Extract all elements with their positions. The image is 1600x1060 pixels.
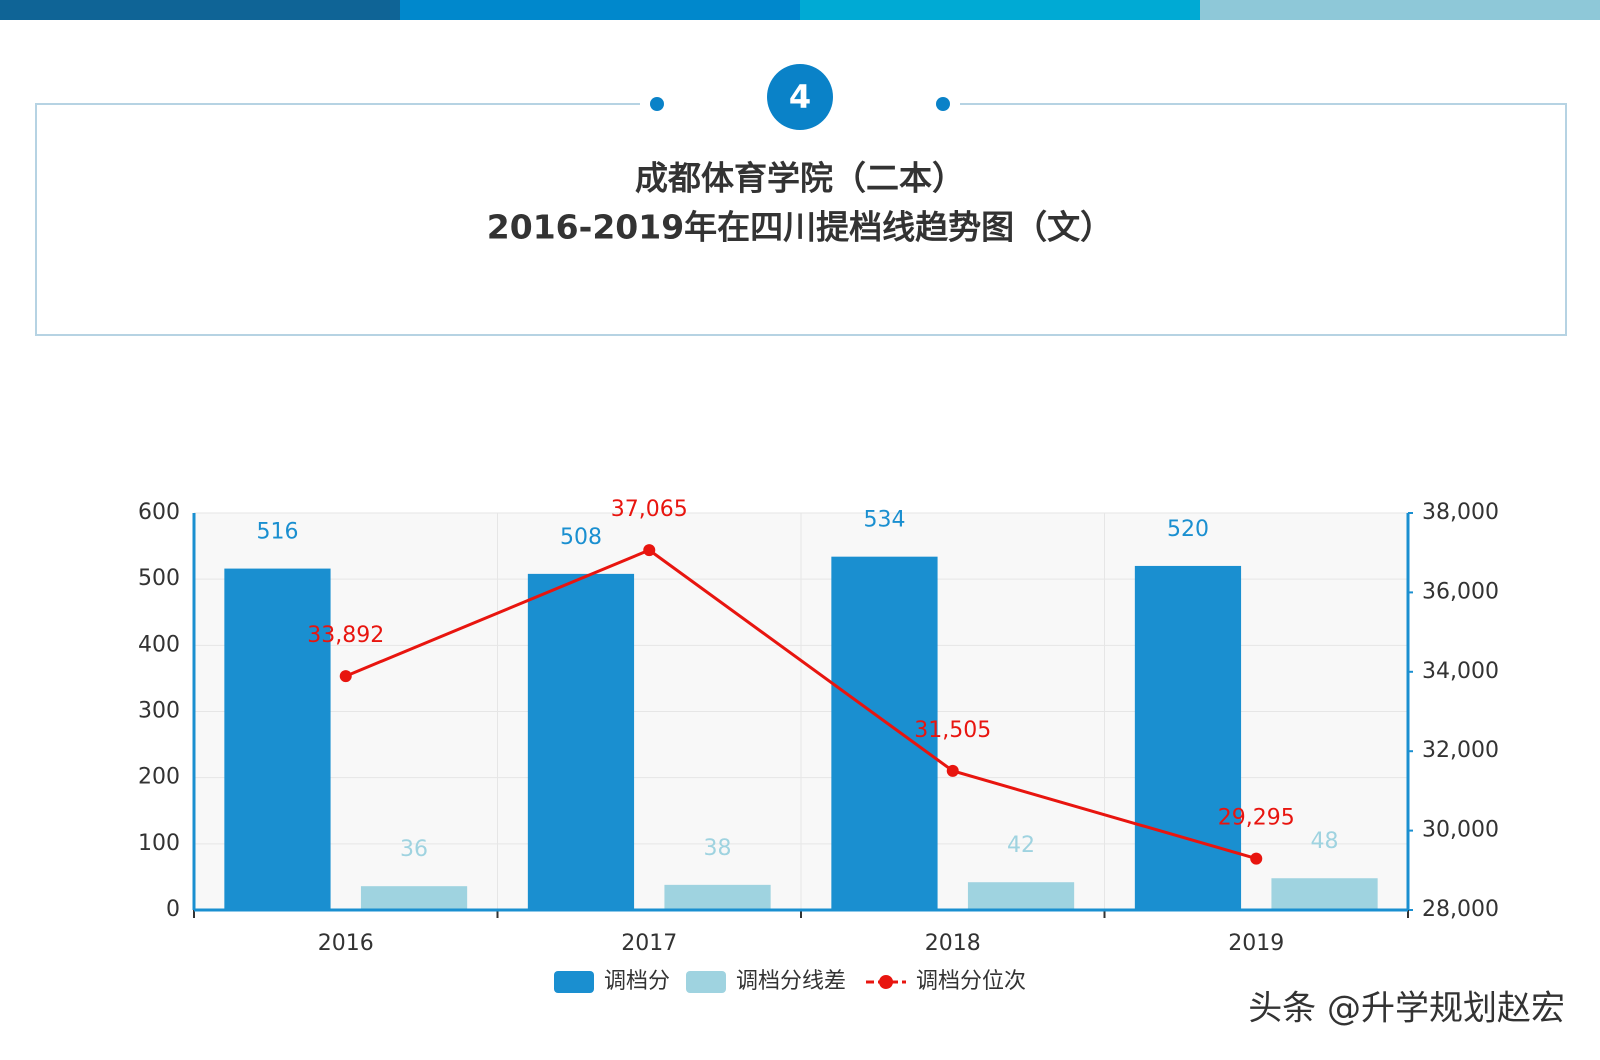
- data-label: 48: [1311, 829, 1339, 854]
- data-label: 520: [1167, 517, 1209, 542]
- data-label: 31,505: [914, 718, 991, 743]
- data-label: 508: [560, 525, 602, 550]
- legend-swatch: [554, 971, 594, 993]
- bar: [527, 573, 635, 910]
- x-tick-label: 2018: [925, 931, 981, 956]
- dot: [650, 97, 664, 111]
- y2-tick-label: 36,000: [1422, 579, 1499, 604]
- y-tick-label: 200: [138, 765, 180, 790]
- bar: [1271, 878, 1378, 910]
- y2-tick-label: 30,000: [1422, 818, 1499, 843]
- y-tick-label: 0: [166, 897, 180, 922]
- badge-number: 4: [789, 78, 811, 116]
- bar: [1134, 565, 1242, 910]
- title: 2016-2019年在四川提档线趋势图（文）: [487, 208, 1113, 247]
- line-point: [1250, 852, 1263, 865]
- y2-tick-label: 34,000: [1422, 659, 1499, 684]
- data-label: 42: [1007, 833, 1035, 858]
- y2-tick-label: 32,000: [1422, 738, 1499, 763]
- y-tick-label: 500: [138, 566, 180, 591]
- data-label: 534: [863, 508, 905, 533]
- dot: [936, 97, 950, 111]
- badge: [767, 64, 833, 130]
- watermark: 头条 @升学规划赵宏: [1248, 989, 1565, 1029]
- x-tick-label: 2016: [318, 931, 374, 956]
- y-tick-label: 100: [138, 831, 180, 856]
- data-label: 516: [256, 520, 298, 545]
- legend-label: 调档分: [604, 969, 670, 994]
- bar: [664, 884, 771, 910]
- line-point: [946, 764, 959, 777]
- x-tick-label: 2019: [1228, 931, 1284, 956]
- bar: [360, 886, 468, 910]
- title: 成都体育学院（二本）: [635, 159, 965, 198]
- line-point: [643, 544, 656, 557]
- bar: [967, 882, 1075, 910]
- data-label: 33,892: [307, 623, 384, 648]
- data-label: 38: [704, 836, 732, 861]
- y-tick-label: 300: [138, 699, 180, 724]
- stripe: [0, 0, 400, 20]
- data-label: 29,295: [1218, 806, 1295, 831]
- line-point: [339, 670, 352, 683]
- legend-swatch: [879, 975, 893, 989]
- y2-tick-label: 38,000: [1422, 500, 1499, 525]
- plot: 0 100 200 300 400 500 600 28,000 30,000 32,000 34,…: [138, 497, 1499, 994]
- bar: [224, 568, 331, 910]
- y-tick-label: 400: [138, 632, 180, 657]
- stripe: [400, 0, 800, 20]
- legend-swatch: [686, 971, 726, 993]
- x-tick-label: 2017: [621, 931, 677, 956]
- stripe: [1200, 0, 1600, 20]
- line: [345, 548, 1257, 861]
- y2-tick-label: 28,000: [1422, 897, 1499, 922]
- data-label: 37,065: [611, 497, 688, 522]
- data-label: 36: [400, 837, 428, 862]
- legend-label: 调档分线差: [736, 969, 846, 994]
- legend-label: 调档分位次: [916, 969, 1026, 994]
- bar: [831, 556, 938, 910]
- stripe: [800, 0, 1200, 20]
- y-tick-label: 600: [138, 500, 180, 525]
